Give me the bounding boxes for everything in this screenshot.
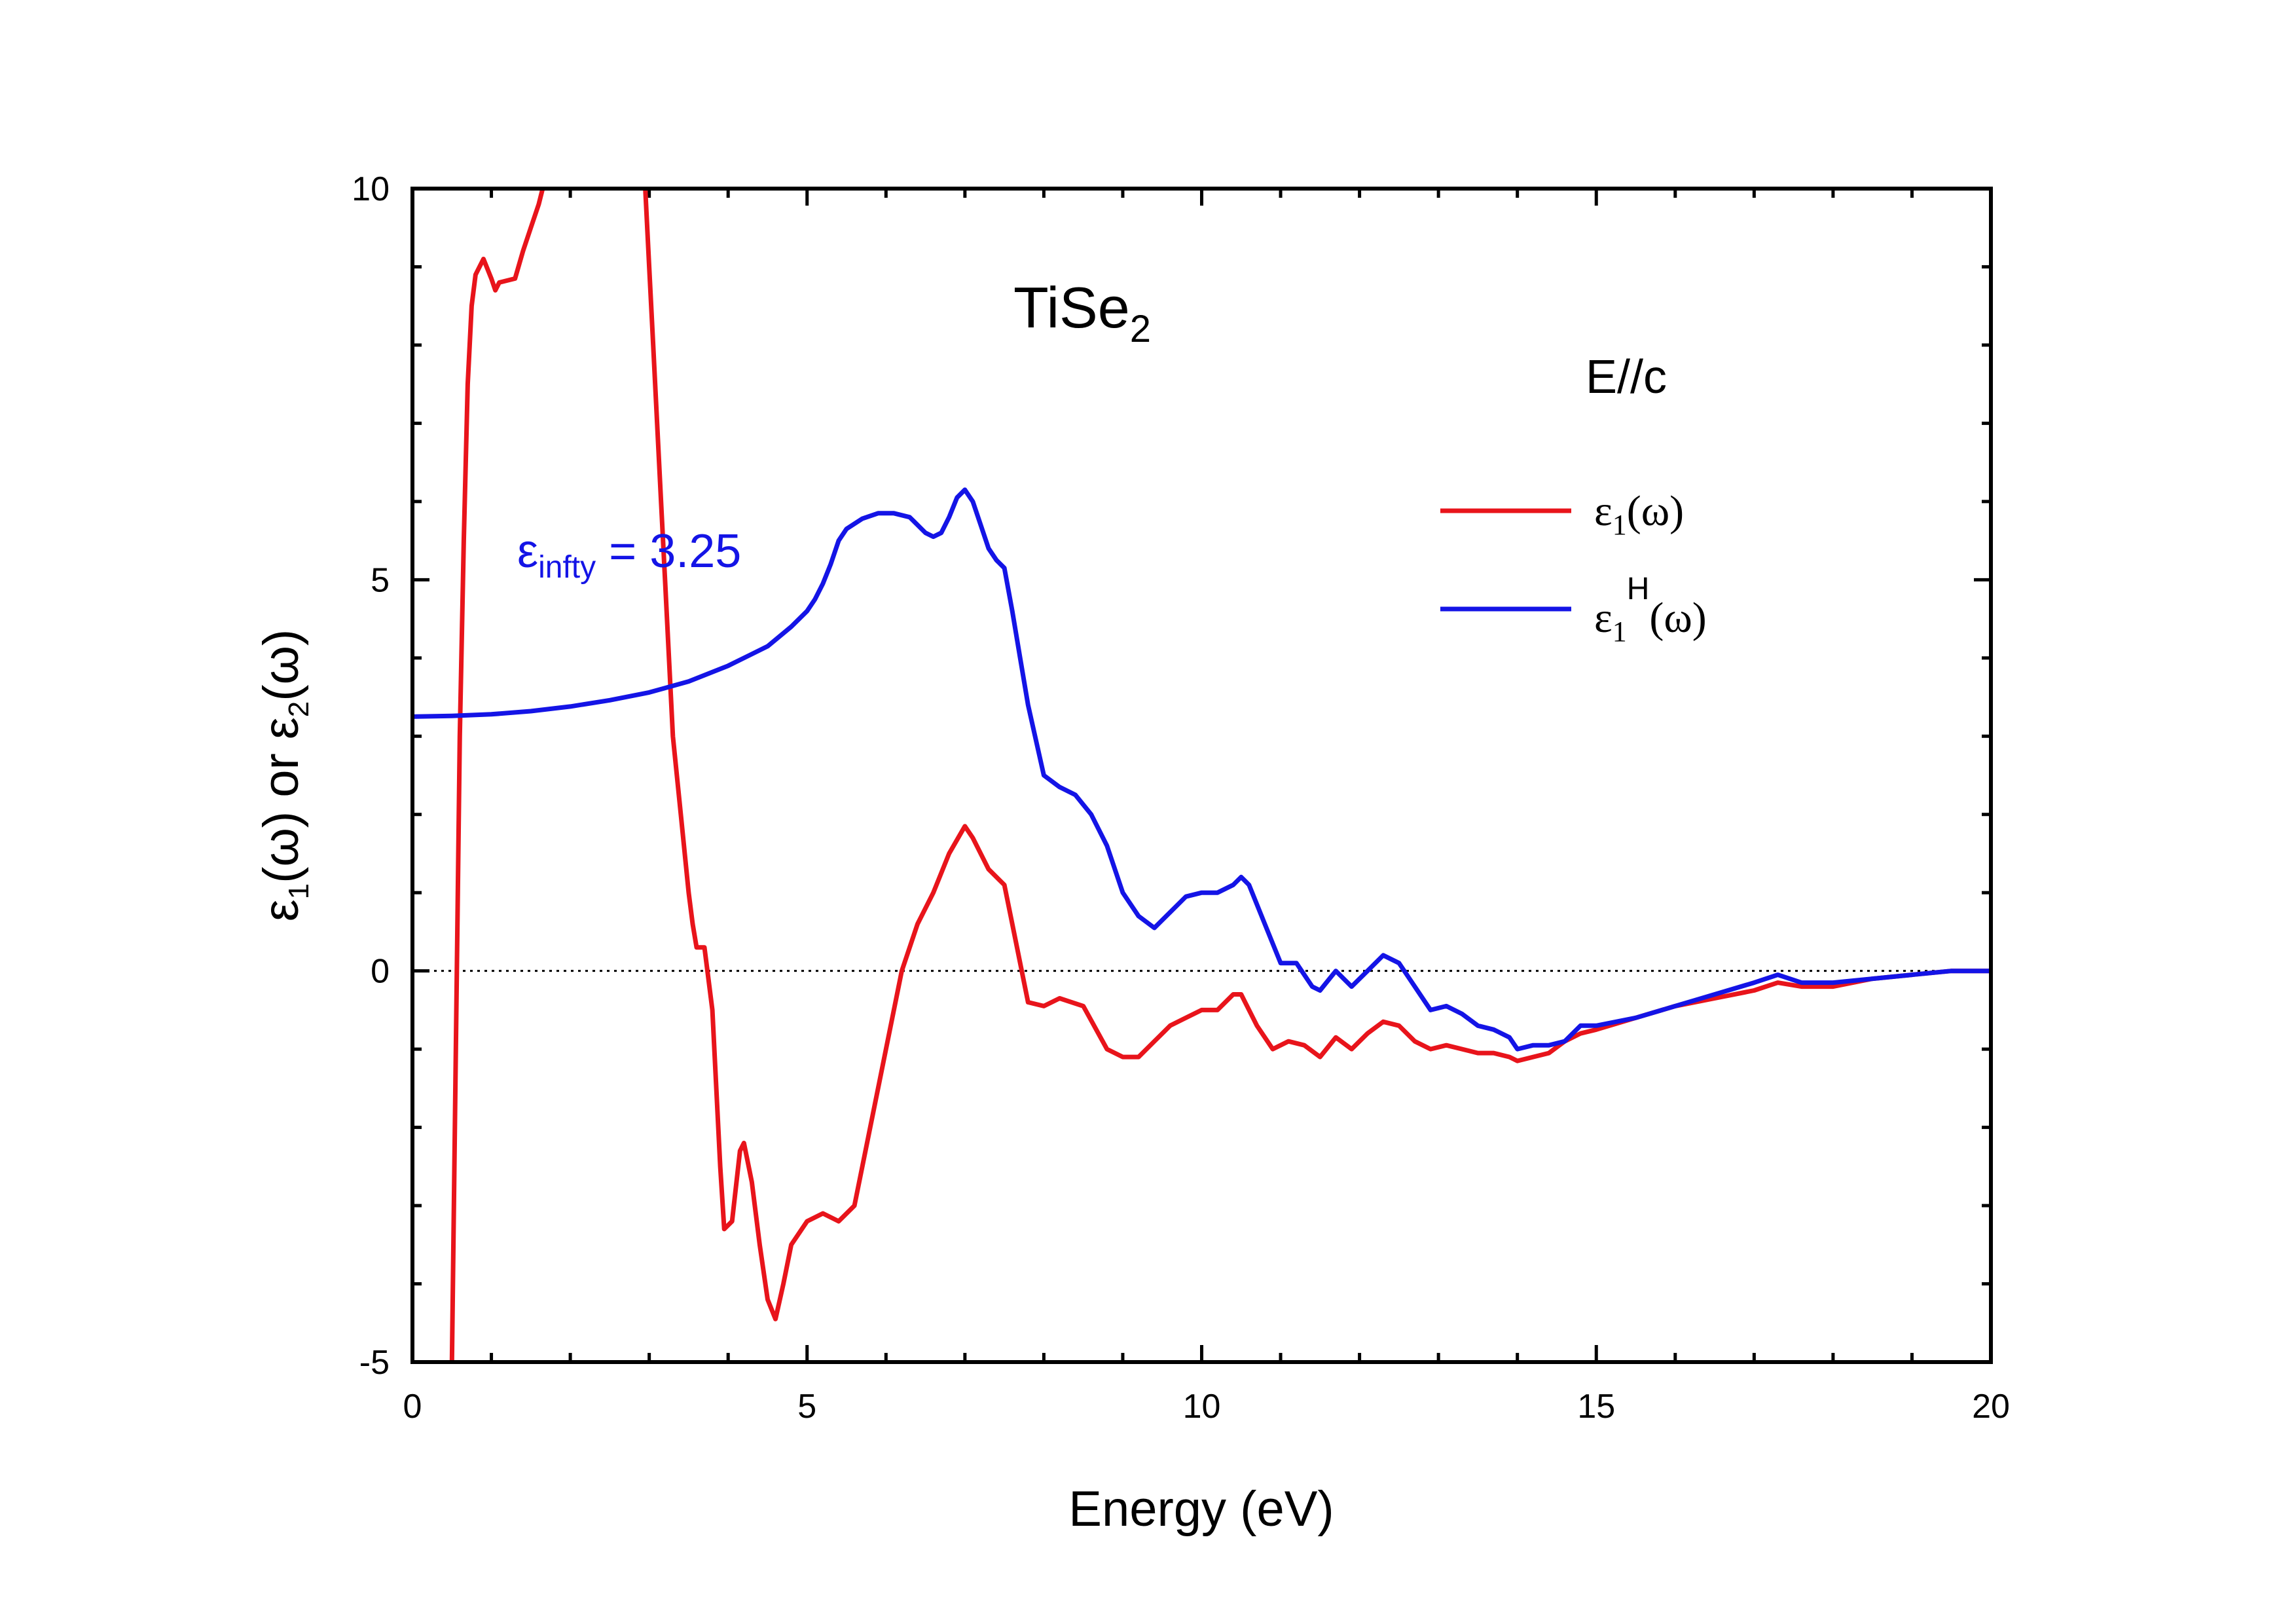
x-tick-label: 15 [1577,1388,1615,1426]
legend-entry-eps1h: ε1H(ω) [1440,572,1707,648]
series-layer [412,189,1991,1362]
tick-labels: 0 5 10 15 20 -5 0 5 10 [352,170,2010,1426]
plot-frame [410,187,1993,1364]
y-tick-label: 0 [371,953,390,991]
orientation-label: E//c [1586,351,1667,403]
legend: ε1(ω) ε1H(ω) [1440,487,1707,648]
eps-infty-annotation: εinfty = 3.25 [517,525,741,585]
series-line-0 [449,189,1991,1362]
material-label: TiSe2 [1013,275,1151,350]
legend-label-eps1h: ε1H(ω) [1594,572,1707,648]
y-tick-label: 5 [371,561,390,599]
y-tick-label: 10 [352,170,390,208]
x-tick-label: 0 [403,1388,422,1426]
legend-label-eps1: ε1(ω) [1594,487,1684,541]
x-tick-label: 20 [1972,1388,2010,1426]
x-tick-label: 5 [797,1388,816,1426]
series-line-1 [412,487,1991,1052]
x-axis-title: Energy (eV) [1068,1481,1334,1537]
y-tick-label: -5 [359,1344,390,1382]
y-axis-title: ε1(ω) or ε2(ω) [253,629,315,921]
legend-entry-eps1: ε1(ω) [1440,487,1684,541]
x-tick-label: 10 [1183,1388,1221,1426]
